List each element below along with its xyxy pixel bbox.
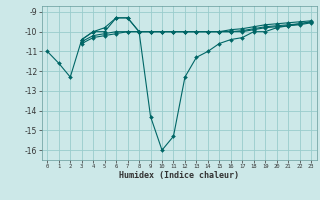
X-axis label: Humidex (Indice chaleur): Humidex (Indice chaleur) xyxy=(119,171,239,180)
